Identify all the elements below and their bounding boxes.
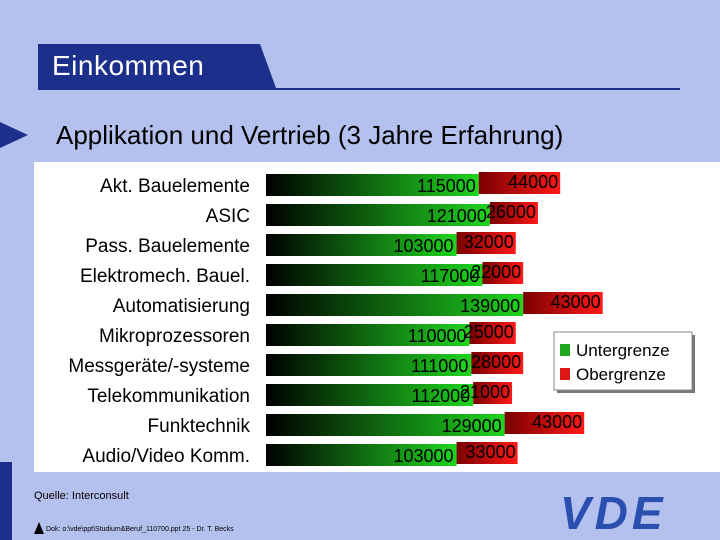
bar-obergrenze	[469, 322, 516, 344]
category-label: Automatisierung	[113, 296, 250, 317]
data-label-obergrenze: 26000	[486, 202, 536, 222]
bar-untergrenze	[266, 354, 472, 376]
bar-untergrenze	[266, 384, 474, 406]
bar-obergrenze	[456, 232, 516, 254]
legend-entry: Untergrenze	[576, 341, 670, 360]
data-label-untergrenze: 111000	[411, 356, 468, 376]
bar-untergrenze	[266, 324, 470, 346]
bar-obergrenze	[473, 382, 513, 404]
data-label-obergrenze: 44000	[508, 172, 558, 192]
bar-untergrenze	[266, 174, 479, 196]
data-label-obergrenze: 25000	[464, 322, 514, 342]
data-label-obergrenze: 32000	[464, 232, 514, 252]
legend-entry: Obergrenze	[576, 365, 666, 384]
data-label-untergrenze: 129000	[442, 416, 502, 436]
category-label: Funktechnik	[148, 416, 251, 437]
bar-obergrenze	[478, 172, 561, 194]
category-label: Telekommunikation	[87, 386, 250, 407]
bar-obergrenze	[489, 202, 538, 224]
category-label: Pass. Bauelemente	[85, 236, 250, 257]
vde-logo: VDE	[560, 487, 667, 539]
data-label-untergrenze: 139000	[460, 296, 520, 316]
data-label-obergrenze: 43000	[532, 412, 582, 432]
data-label-obergrenze: 21000	[460, 382, 510, 402]
legend-box	[553, 331, 693, 391]
data-label-untergrenze: 103000	[393, 446, 453, 466]
slide-title: Einkommen	[52, 50, 205, 81]
left-accent-strip	[0, 462, 12, 540]
bar-untergrenze	[266, 414, 505, 436]
footer-triangle-icon	[34, 522, 44, 534]
data-label-obergrenze: 43000	[551, 292, 601, 312]
data-label-untergrenze: 115000	[417, 176, 476, 196]
category-label: Messgeräte/-systeme	[68, 356, 250, 377]
category-label: ASIC	[206, 206, 250, 227]
bar-obergrenze	[504, 412, 585, 434]
footer-path: Dok: o:\vde\ppt\Studium&Beruf_110700.ppt…	[46, 526, 234, 533]
bullet-arrow-icon	[0, 122, 28, 148]
chart-panel: Akt. Bauelemente ASIC Pass. Bauelemente Ele…	[34, 162, 720, 472]
category-label: Akt. Bauelemente	[100, 176, 250, 197]
data-label-untergrenze: 117000	[421, 266, 480, 286]
bar-untergrenze	[266, 294, 524, 316]
bar-obergrenze	[482, 262, 524, 284]
income-chart: Akt. Bauelemente ASIC Pass. Bauelemente Ele…	[68, 172, 695, 467]
data-label-obergrenze: 22000	[471, 262, 521, 282]
bar-untergrenze	[266, 444, 457, 466]
bar-untergrenze	[266, 204, 490, 226]
legend-swatch	[560, 368, 570, 380]
bar-obergrenze	[523, 292, 603, 314]
legend-swatch	[560, 344, 570, 356]
source-note: Quelle: Interconsult	[34, 490, 129, 502]
data-label-obergrenze: 28000	[471, 352, 521, 372]
category-label: Audio/Video Komm.	[82, 446, 250, 467]
data-label-untergrenze: 112000	[411, 386, 470, 406]
category-label: Elektromech. Bauel.	[80, 266, 250, 287]
bar-obergrenze	[471, 352, 524, 374]
data-label-untergrenze: 110000	[408, 326, 467, 346]
data-label-untergrenze: 103000	[393, 236, 453, 256]
slide-subtitle: Applikation und Vertrieb (3 Jahre Erfahr…	[56, 120, 564, 150]
bar-untergrenze	[266, 264, 483, 286]
data-label-untergrenze: 121000	[427, 206, 487, 226]
bar-obergrenze	[456, 442, 518, 464]
bar-untergrenze	[266, 234, 457, 256]
title-underline	[38, 88, 680, 90]
category-label: Mikroprozessoren	[99, 326, 250, 347]
title-tab-shape	[38, 44, 276, 88]
chart-legend: Untergrenze Obergrenze	[553, 331, 695, 393]
data-label-obergrenze: 33000	[466, 442, 516, 462]
